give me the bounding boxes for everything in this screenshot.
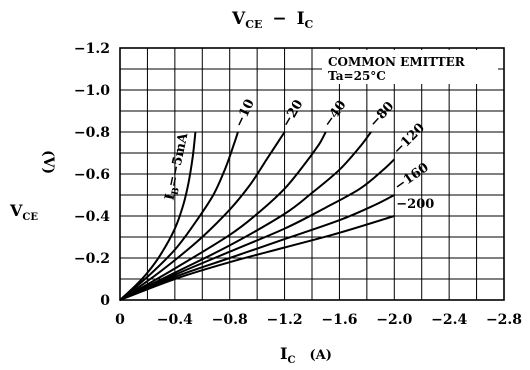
curve-label-4: −80 bbox=[367, 99, 398, 131]
y-axis-label-v: V bbox=[9, 201, 23, 220]
y-tick-label: −0.4 bbox=[74, 209, 110, 225]
x-tick-label: −2.4 bbox=[431, 312, 467, 328]
x-tick-label: −1.6 bbox=[321, 312, 357, 328]
curve-label-subscript: B bbox=[171, 186, 182, 196]
curve-series-5 bbox=[119, 158, 395, 301]
x-tick-label: −2.0 bbox=[376, 312, 412, 328]
curve-label-2: −20 bbox=[279, 97, 306, 130]
x-tick-label: 0 bbox=[115, 312, 125, 328]
y-tick-label: −0.2 bbox=[74, 251, 110, 267]
curve-series-2 bbox=[119, 131, 286, 301]
curve-series-3 bbox=[119, 131, 327, 301]
y-axis-label-sub: CE bbox=[22, 212, 38, 223]
curve-series-1 bbox=[119, 131, 239, 301]
x-axis-label-unit: (A) bbox=[309, 348, 331, 363]
tick-layer: 0 −0.4 −0.8 −1.2 −1.6 −2.0 −2.4 −2.8 0 −0.2 −0.4 −0… bbox=[74, 41, 522, 328]
chart-title-i: I bbox=[297, 9, 305, 29]
y-tick-label: −1.0 bbox=[74, 83, 110, 99]
x-tick-label: −0.4 bbox=[157, 312, 193, 328]
annotation-line-2: Ta=25°C bbox=[328, 69, 386, 83]
curve-series-7 bbox=[119, 215, 395, 301]
annotation-line-1: COMMON EMITTER bbox=[328, 55, 466, 69]
y-tick-label: −0.6 bbox=[74, 167, 110, 183]
y-axis-unit: (V) bbox=[40, 150, 56, 174]
y-tick-label: 0 bbox=[100, 293, 110, 309]
curve-label-3: −40 bbox=[321, 98, 350, 130]
curve-series-4 bbox=[119, 131, 372, 301]
grid-layer bbox=[120, 48, 504, 300]
curve-label-0: IB=−5mA bbox=[162, 131, 193, 202]
curve-label-part: =−5mA bbox=[165, 131, 191, 188]
x-tick-label: −0.8 bbox=[212, 312, 248, 328]
curve-label-part: I bbox=[162, 193, 178, 202]
annotation-box bbox=[322, 50, 498, 84]
chart-title-v: V bbox=[231, 9, 246, 29]
x-tick-label: −1.2 bbox=[267, 312, 303, 328]
curve-label-7: −200 bbox=[396, 197, 434, 212]
y-tick-label: −1.2 bbox=[74, 41, 110, 57]
curve-layer bbox=[119, 131, 395, 301]
plot-frame bbox=[119, 47, 505, 301]
x-axis-label-i: I bbox=[280, 344, 287, 363]
curve-series-0 bbox=[119, 131, 197, 301]
curve-label-1: −10 bbox=[232, 97, 258, 130]
chart-title-sub-ce: CE bbox=[245, 18, 262, 31]
chart-title: VCE − IC bbox=[231, 9, 314, 31]
x-axis-label: IC (A) bbox=[280, 344, 332, 366]
chart-title-sub-c: C bbox=[305, 18, 314, 31]
curve-series-6 bbox=[119, 194, 395, 301]
y-tick-label: −0.8 bbox=[74, 125, 110, 141]
x-tick-label: −2.8 bbox=[486, 312, 522, 328]
x-axis-label-sub: C bbox=[287, 355, 295, 366]
curve-label-6: −160 bbox=[392, 160, 432, 194]
y-axis-label: VCE bbox=[9, 201, 38, 223]
chart-title-dash: − bbox=[272, 9, 286, 29]
